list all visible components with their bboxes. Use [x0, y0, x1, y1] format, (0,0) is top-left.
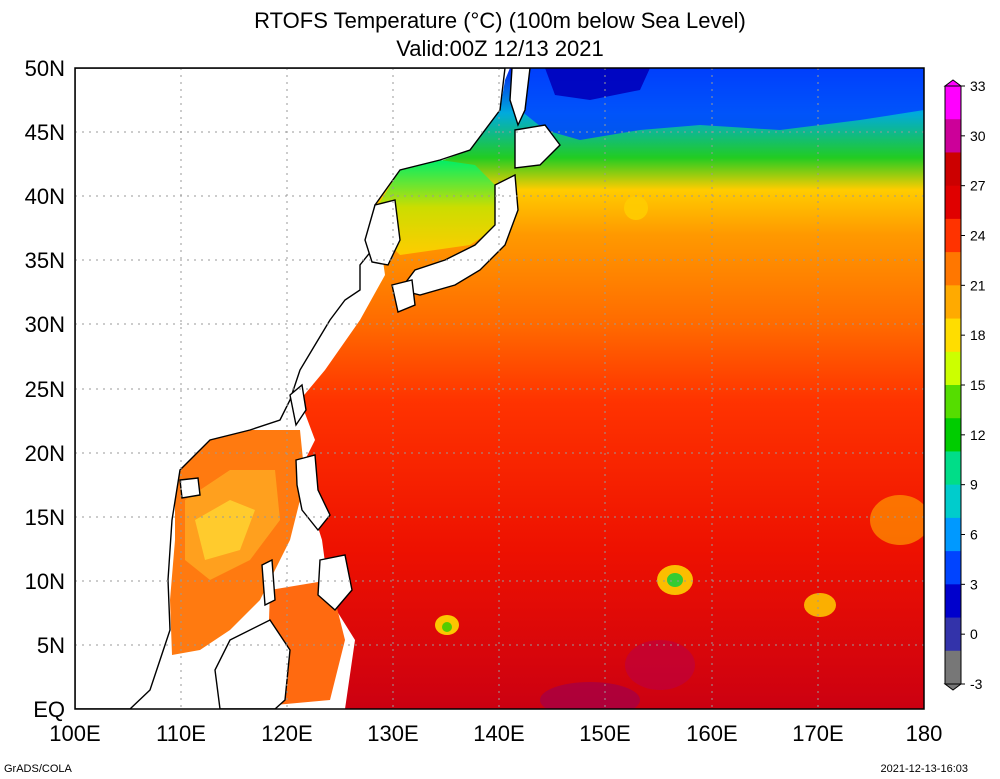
colorbar-swatch: [945, 152, 961, 187]
colorbar-swatch: [945, 185, 961, 220]
plot-frame: [74, 67, 925, 710]
lon-label: 100E: [49, 721, 100, 746]
colorbar-swatch: [945, 484, 961, 519]
korea: [364, 199, 401, 266]
colorbar-swatch: [945, 86, 961, 120]
colorbar-swatch: [945, 418, 961, 452]
colorbar-swatch: [945, 551, 961, 585]
luzon: [295, 454, 331, 532]
colorbar-swatch: [945, 119, 961, 153]
lon-label: 110E: [156, 721, 206, 746]
lat-label: 40N: [25, 184, 65, 209]
colorbar-swatch: [945, 517, 961, 552]
lat-label: 15N: [25, 505, 65, 530]
colorbar-swatch: [945, 318, 961, 353]
japan-hokkaido: [514, 124, 561, 169]
japan-kyushu: [391, 279, 416, 313]
colorbar-swatch: [945, 385, 961, 419]
colorbar-swatch: [945, 252, 961, 286]
lat-label: 5N: [37, 633, 65, 658]
map-title: RTOFS Temperature (°C) (100m below Sea L…: [254, 8, 746, 33]
colorbar-tick-label: 30: [970, 128, 986, 144]
colorbar-tick-label: 9: [970, 477, 978, 493]
colorbar-swatch: [945, 584, 961, 619]
colorbar-tick-label: 12: [970, 427, 986, 443]
lon-label: 120E: [261, 721, 312, 746]
plot-area: [75, 68, 924, 709]
lat-label: EQ: [33, 697, 65, 722]
lon-label: 160E: [686, 721, 737, 746]
longitude-axis: 100E 110E 120E 130E 140E 150E 160E 170E …: [49, 721, 942, 746]
colorbar-tick-label: 6: [970, 527, 978, 543]
colorbar-tick-label: 15: [970, 377, 986, 393]
hainan: [179, 477, 201, 499]
colorbar-tick-label: 3: [970, 576, 978, 592]
coastlines: [75, 68, 561, 709]
mindanao: [317, 554, 353, 611]
colorbar-swatch: [945, 285, 961, 320]
colorbar-tick-label: 33: [970, 78, 986, 94]
lon-label: 130E: [367, 721, 418, 746]
colorbar-swatch: [945, 451, 961, 486]
taiwan: [289, 383, 307, 427]
sea-of-japan: [375, 160, 500, 255]
lon-label: 150E: [579, 721, 630, 746]
colorbar-swatch: [945, 218, 961, 253]
lat-label: 20N: [25, 441, 65, 466]
colorbar-cap-bottom: [943, 683, 963, 691]
asia-mainland: [75, 68, 506, 709]
lat-label: 30N: [25, 312, 65, 337]
lon-label: 180: [906, 721, 943, 746]
palawan: [261, 558, 276, 607]
latitude-axis: 50N 45N 40N 35N 30N 25N 20N 15N 10N 5N E…: [25, 56, 65, 722]
footer-timestamp: 2021-12-13-16:03: [880, 763, 968, 775]
colorbar-tick-label: 27: [970, 178, 986, 194]
map-valid-time: Valid:00Z 12/13 2021: [396, 36, 604, 61]
colorbar-swatch: [945, 650, 961, 685]
lat-label: 10N: [25, 569, 65, 594]
lon-label: 170E: [792, 721, 843, 746]
lat-label: 50N: [25, 56, 65, 81]
footer-credit: GrADS/COLA: [4, 763, 72, 775]
colorbar-swatch: [945, 351, 961, 386]
colorbar-tick-label: 0: [970, 626, 978, 642]
colorbar-tick-label: 24: [970, 228, 986, 244]
colorbar-cap-top: [943, 79, 963, 87]
colorbar-tick-label: -3: [970, 676, 983, 692]
grid-lines: [75, 68, 924, 709]
colorbar-swatch: [945, 617, 961, 652]
lat-label: 25N: [25, 377, 65, 402]
sakhalin: [509, 68, 531, 127]
lon-label: 140E: [473, 721, 524, 746]
lat-label: 35N: [25, 248, 65, 273]
borneo: [214, 619, 291, 709]
colorbar-tick-label: 21: [970, 277, 986, 293]
lat-label: 45N: [25, 120, 65, 145]
colorbar-tick-label: 18: [970, 327, 986, 343]
